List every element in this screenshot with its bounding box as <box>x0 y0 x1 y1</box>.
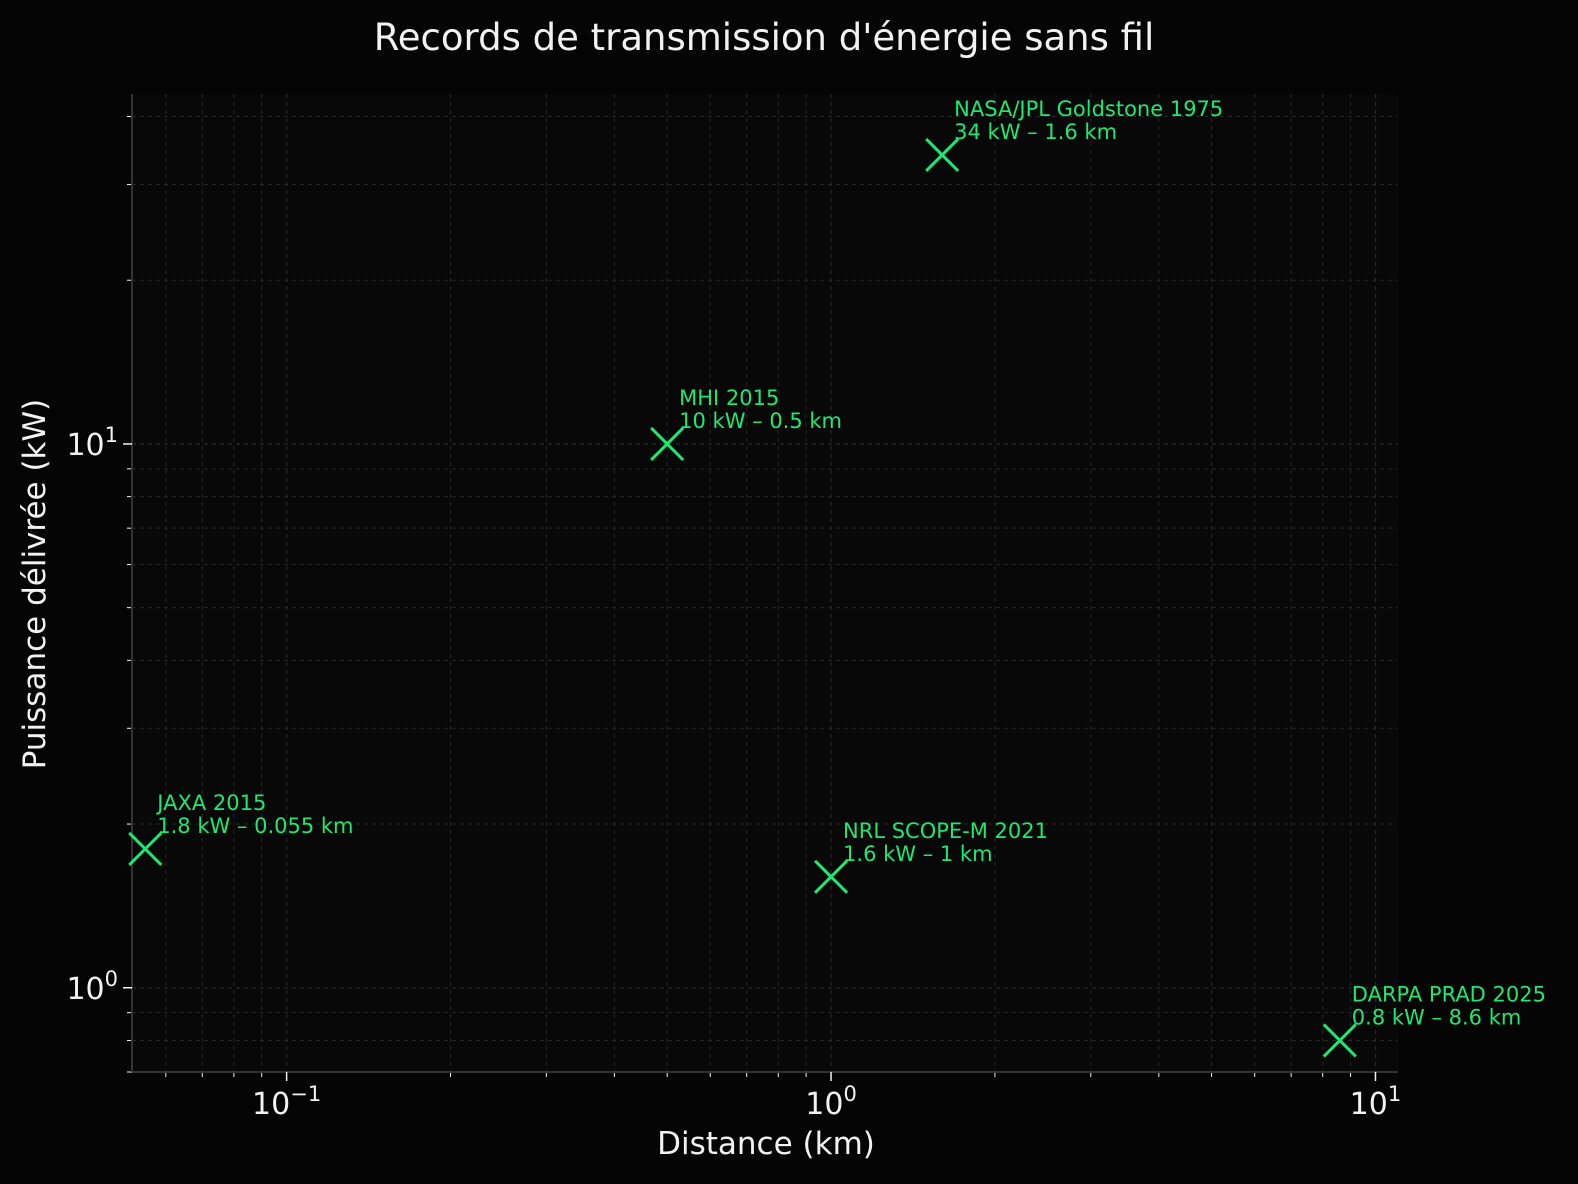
x-tick-label: 101 <box>1350 1082 1402 1122</box>
point-marker <box>925 137 960 172</box>
point-value-label: 1.8 kW – 0.055 km <box>157 814 353 838</box>
point-value-label: 1.6 kW – 1 km <box>843 842 993 866</box>
point-label: DARPA PRAD 2025 <box>1352 982 1546 1006</box>
point-label: JAXA 2015 <box>155 791 266 815</box>
y-axis-label: Puissance délivrée (kW) <box>17 399 53 770</box>
plot-area <box>132 94 1398 1072</box>
point-value-label: 34 kW – 1.6 km <box>954 120 1117 144</box>
axes <box>123 94 1398 1081</box>
point-label: NASA/JPL Goldstone 1975 <box>954 97 1223 121</box>
point-value-label: 0.8 kW – 8.6 km <box>1352 1005 1522 1029</box>
point-marker <box>128 831 163 866</box>
grid <box>132 94 1398 1073</box>
y-tick-label: 100 <box>66 967 118 1007</box>
chart-title: Records de transmission d'énergie sans f… <box>374 16 1155 59</box>
x-tick-label: 10−1 <box>252 1082 321 1122</box>
point-marker <box>813 859 849 894</box>
y-tick-label: 101 <box>66 423 118 463</box>
point-marker <box>1322 1023 1357 1058</box>
tick-labels: 10−1 100 101 100 101 <box>66 423 1401 1122</box>
point-value-label: 10 kW – 0.5 km <box>679 409 842 433</box>
point-label: MHI 2015 <box>679 386 779 410</box>
point-marker <box>650 426 685 461</box>
x-tick-label: 100 <box>805 1082 857 1122</box>
x-axis-label: Distance (km) <box>657 1126 875 1162</box>
point-label: NRL SCOPE-M 2021 <box>843 819 1048 843</box>
